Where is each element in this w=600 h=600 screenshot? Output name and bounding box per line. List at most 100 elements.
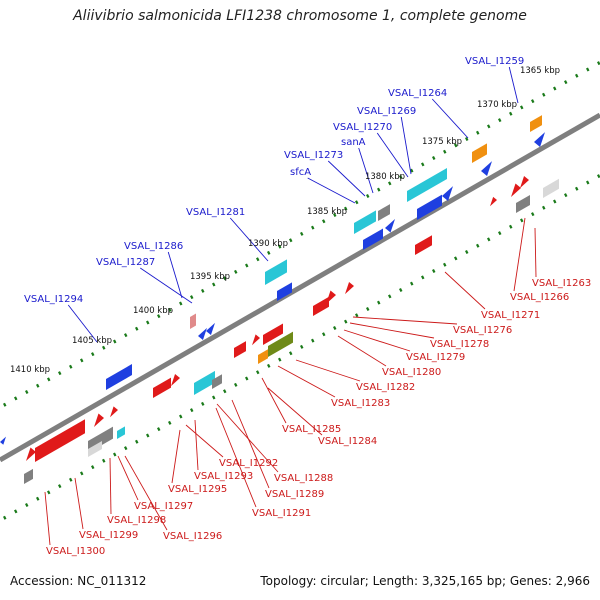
blue-gene-arrow (442, 186, 453, 201)
reverse-leader-line (267, 387, 323, 436)
lower-tick-track (3, 515, 7, 520)
reverse-leader-line (343, 329, 411, 352)
position-label: 1380 kbp (365, 172, 405, 182)
forward-leader-line (327, 160, 366, 197)
gray-gene-block (212, 374, 222, 389)
orange-gene-block (530, 115, 542, 132)
reverse-leader-line (534, 227, 537, 278)
reverse-leader-line (231, 399, 270, 489)
forward-leader-line (67, 304, 98, 343)
red-gene-arrow (520, 175, 529, 189)
upper-tick-track (36, 383, 40, 388)
upper-tick-track (443, 149, 447, 154)
forward-gene-label: VSAL_I1259 (465, 56, 524, 67)
upper-tick-track (498, 118, 502, 123)
upper-tick-track (322, 219, 326, 224)
accession-text: Accession: NC_011312 (10, 574, 147, 588)
forward-leader-line (508, 66, 519, 104)
label-leader-lines (44, 66, 537, 546)
light-gray-gene-block (543, 178, 559, 198)
reverse-gene-label: VSAL_I1280 (382, 367, 441, 378)
forward-gene-label: VSAL_I1281 (186, 207, 245, 218)
position-label: 1410 kbp (10, 365, 50, 375)
forward-gene-label: VSAL_I1287 (96, 257, 155, 268)
reverse-gene-label: VSAL_I1288 (274, 473, 333, 484)
upper-tick-track (410, 168, 414, 173)
position-label: 1385 kbp (307, 207, 347, 217)
lower-tick-track (58, 484, 62, 489)
reverse-leader-line (261, 377, 287, 424)
lower-tick-track (542, 205, 546, 210)
upper-tick-track (531, 99, 535, 104)
blue-gene-arrow (385, 219, 395, 233)
reverse-gene-label: VSAL_I1296 (163, 531, 222, 542)
forward-gene-label: sfcA (290, 167, 311, 178)
upper-tick-track (520, 105, 524, 110)
blue-gene-arrow (198, 327, 207, 341)
map-title: Aliivibrio salmonicida LFI1238 chromosom… (73, 8, 527, 24)
red-gene-arrow (110, 406, 118, 418)
upper-tick-track (113, 339, 117, 344)
upper-tick-track (388, 181, 392, 186)
red-gene-arrow (171, 373, 180, 387)
gray-gene-block (516, 194, 530, 213)
reverse-gene-label: VSAL_I1289 (265, 489, 324, 500)
blue-gene-arrow (206, 322, 215, 336)
lower-tick-track (531, 212, 535, 217)
blue-gene-arrow (0, 436, 6, 445)
lower-tick-track (421, 275, 425, 280)
reverse-gene-label: VSAL_I1295 (168, 484, 227, 495)
red-gene-block (35, 419, 85, 462)
position-label: 1395 kbp (190, 272, 230, 282)
lower-tick-track (388, 294, 392, 299)
lower-tick-track (443, 262, 447, 267)
upper-tick-track (454, 143, 458, 148)
lower-tick-track (487, 237, 491, 242)
lower-tick-track (234, 382, 238, 387)
lower-tick-track (410, 281, 414, 286)
lower-tick-track (476, 243, 480, 248)
pink-gene-block (190, 313, 196, 329)
upper-tick-track (201, 288, 205, 293)
forward-leader-line (376, 132, 409, 178)
reverse-gene-label: VSAL_I1292 (219, 458, 278, 469)
lower-tick-track (278, 357, 282, 362)
lower-tick-track (47, 490, 51, 495)
forward-leader-line (358, 147, 374, 194)
upper-tick-track (597, 61, 600, 66)
lower-tick-track (333, 325, 337, 330)
reverse-gene-label: VSAL_I1291 (252, 508, 311, 519)
forward-leader-line (139, 267, 193, 304)
lower-tick-track (575, 186, 579, 191)
upper-tick-track (25, 390, 29, 395)
lower-tick-track (25, 503, 29, 508)
upper-tick-track (124, 333, 128, 338)
upper-tick-track (212, 282, 216, 287)
upper-tick-track (509, 111, 513, 116)
lower-tick-track (179, 414, 183, 419)
upper-tick-track (47, 377, 51, 382)
light-gray-gene-block (88, 440, 102, 457)
orange-gene-block (472, 143, 487, 163)
forward-gene-label: VSAL_I1294 (24, 294, 83, 305)
blue-gene-arrow (481, 161, 492, 176)
upper-tick-track (278, 244, 282, 249)
red-gene-arrow (94, 413, 104, 427)
upper-tick-track (586, 67, 590, 72)
lower-tick-track (344, 319, 348, 324)
lower-tick-track (322, 332, 326, 337)
red-gene-block (415, 235, 432, 255)
reverse-leader-line (277, 365, 336, 398)
upper-tick-track (267, 250, 271, 255)
forward-gene-label: VSAL_I1270 (333, 122, 392, 133)
lower-tick-track (91, 465, 95, 470)
upper-tick-track (333, 212, 337, 217)
lower-tick-track (454, 256, 458, 261)
blue-gene-block (417, 194, 442, 220)
red-gene-block (313, 296, 329, 316)
lower-tick-track (124, 446, 128, 451)
upper-tick-track (465, 137, 469, 142)
blue-gene-block (277, 282, 292, 301)
